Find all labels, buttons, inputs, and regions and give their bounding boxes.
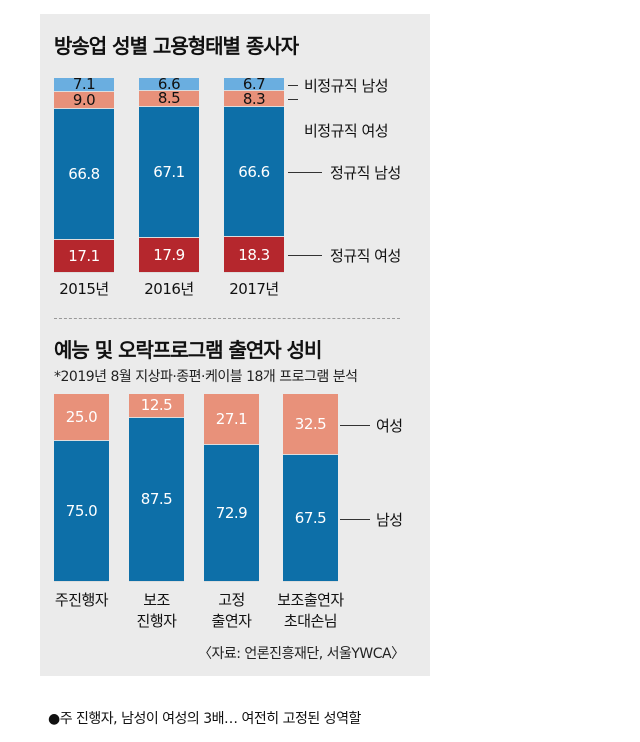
divider: [54, 318, 400, 319]
bar-segment: 6.7: [224, 75, 284, 93]
x-tick-label: 보조출연자 초대손님: [277, 591, 344, 630]
bar-segment: 25.0: [54, 394, 109, 441]
legend-label: 정규직 여성: [330, 247, 401, 266]
legend-leader-line: [288, 172, 322, 174]
bar-segment: 9.0: [54, 91, 114, 110]
bar-segment: 8.5: [139, 89, 199, 107]
x-tick-label: 주진행자: [54, 591, 109, 609]
legend-leader-line: [288, 255, 322, 257]
chart1-title: 방송업 성별 고용형태별 종사자: [54, 34, 299, 58]
bar-segment: 66.8: [54, 109, 114, 240]
bar-segment: 32.5: [283, 394, 338, 456]
x-tick-label: 2016년: [144, 280, 194, 298]
bar-segment: 7.1: [54, 75, 114, 93]
legend-leader-line: [288, 84, 298, 86]
legend-label: 남성: [376, 510, 403, 529]
x-tick-label: 2017년: [229, 280, 279, 298]
caption: ●주 진행자, 남성이 여성의 3배… 여전히 고정된 성역할: [48, 711, 361, 727]
legend-label: 비정규직 남성: [304, 76, 389, 95]
bar-segment: 8.3: [224, 90, 284, 108]
bar-segment: 87.5: [129, 417, 184, 582]
legend-leader-line: [340, 424, 370, 426]
bar-segment: 6.6: [139, 75, 199, 93]
legend-label: 여성: [376, 416, 403, 435]
bar-segment: 66.6: [224, 107, 284, 238]
bar-segment: 67.5: [283, 455, 338, 582]
bar-segment: 75.0: [54, 441, 109, 582]
bar-segment: 72.9: [204, 444, 259, 582]
legend-leader-line: [288, 99, 298, 101]
bar-segment: 67.1: [139, 107, 199, 239]
x-tick-label: 보조 진행자: [136, 591, 177, 630]
bar-segment: 17.9: [139, 238, 199, 273]
legend-label: 정규직 남성: [330, 164, 401, 183]
bar-segment: 18.3: [224, 237, 284, 273]
legend-leader-line: [340, 518, 370, 520]
chart2-title: 예능 및 오락프로그램 출연자 성비: [54, 338, 322, 362]
chart2-subtitle: *2019년 8월 지상파·종편·케이블 18개 프로그램 분석: [54, 369, 358, 385]
x-tick-label: 2015년: [59, 280, 109, 298]
source-note: 〈자료: 언론진흥재단, 서울YWCA〉: [198, 646, 405, 662]
x-tick-label: 고정 출연자: [211, 591, 252, 630]
bar-segment: 12.5: [129, 394, 184, 418]
bar-segment: 17.1: [54, 239, 114, 273]
bar-segment: 27.1: [204, 394, 259, 445]
legend-label: 비정규직 여성: [304, 122, 389, 140]
